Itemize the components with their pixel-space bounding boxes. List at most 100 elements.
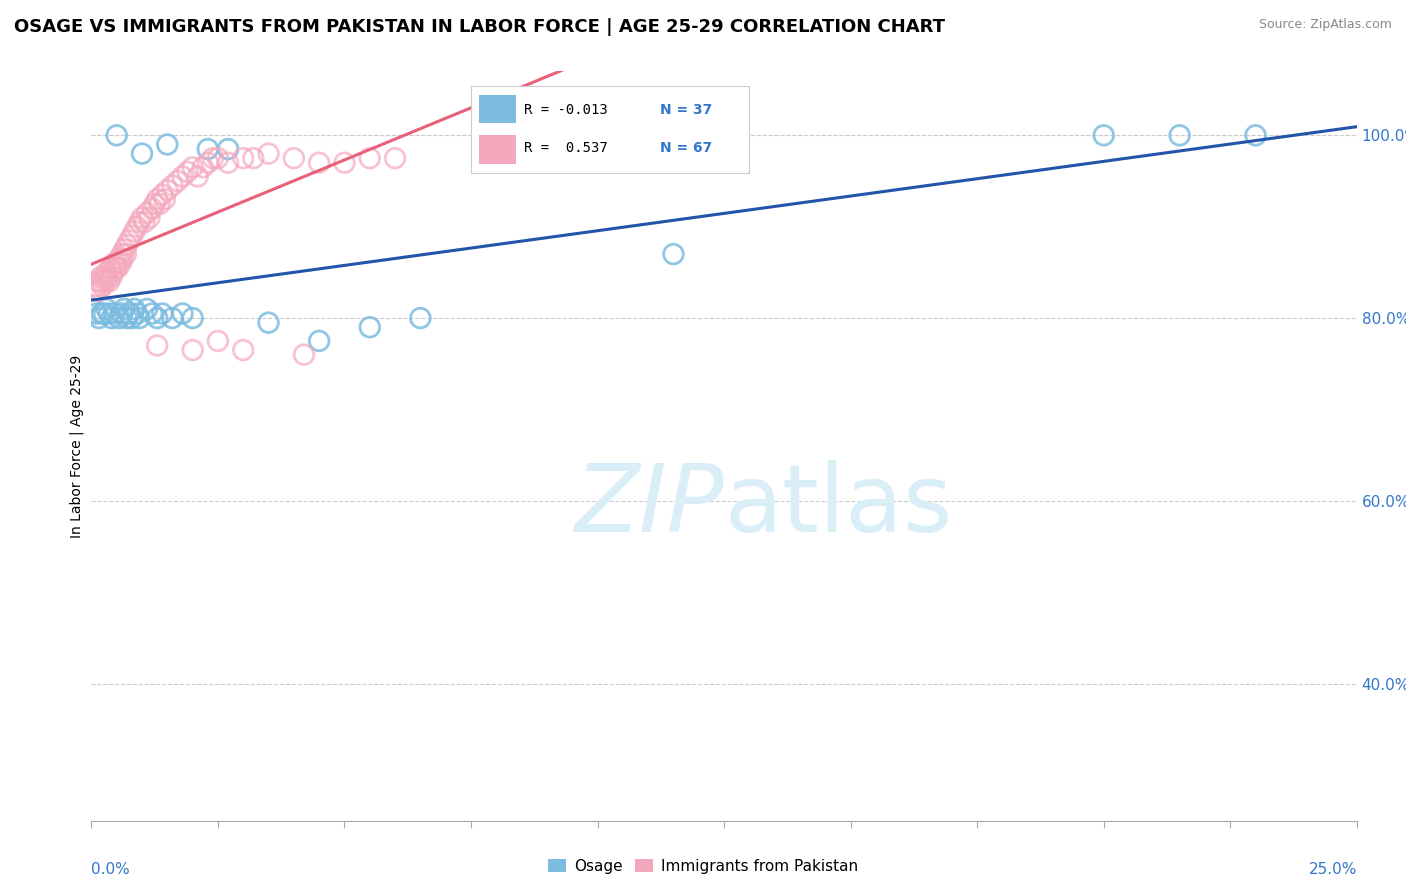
Point (121, 311, 143, 326)
Point (153, 192, 176, 206)
Point (96, 301, 118, 316)
Text: OSAGE VS IMMIGRANTS FROM PAKISTAN IN LABOR FORCE | AGE 25-29 CORRELATION CHART: OSAGE VS IMMIGRANTS FROM PAKISTAN IN LAB… (14, 18, 945, 36)
Point (84, 284, 107, 298)
Point (94, 275, 117, 289)
Point (97, 269, 120, 284)
Point (359, 320, 381, 334)
Point (128, 311, 150, 326)
Legend: Osage, Immigrants from Pakistan: Osage, Immigrants from Pakistan (541, 853, 865, 880)
Point (150, 306, 173, 320)
Text: atlas: atlas (724, 460, 952, 552)
Point (207, 151, 229, 165)
Point (112, 301, 135, 316)
Point (308, 334, 330, 348)
Point (131, 211, 153, 225)
Point (96, 265, 118, 279)
Point (146, 192, 169, 206)
Point (111, 252, 134, 266)
Point (103, 256, 125, 270)
Point (156, 183, 179, 197)
Point (115, 311, 138, 326)
Point (217, 142, 239, 156)
Point (86, 275, 108, 289)
Point (100, 311, 122, 326)
Point (141, 202, 163, 216)
Point (146, 338, 169, 352)
Point (87, 284, 110, 298)
Point (201, 151, 224, 165)
Point (359, 151, 381, 165)
Point (100, 269, 122, 284)
Point (150, 187, 173, 202)
Point (1168, 128, 1191, 143)
Point (232, 343, 254, 357)
Point (141, 306, 163, 320)
Point (136, 206, 159, 220)
Point (100, 260, 122, 275)
Point (1244, 128, 1267, 143)
Y-axis label: In Labor Force | Age 25-29: In Labor Force | Age 25-29 (70, 354, 84, 538)
Point (257, 316, 280, 330)
Point (662, 247, 685, 261)
Point (108, 252, 131, 266)
Point (108, 311, 131, 326)
Point (89, 269, 111, 284)
Point (333, 155, 356, 169)
Point (162, 311, 184, 326)
Point (111, 306, 134, 320)
Point (98, 306, 121, 320)
Point (87, 311, 110, 326)
Point (125, 219, 148, 234)
Point (172, 169, 194, 184)
Point (98, 275, 121, 289)
Point (181, 311, 204, 326)
Point (114, 247, 136, 261)
Point (91, 279, 114, 293)
Point (111, 247, 134, 261)
Point (292, 348, 315, 362)
Point (112, 243, 135, 257)
Point (156, 137, 179, 152)
Point (242, 151, 264, 165)
Point (191, 161, 214, 175)
Point (118, 234, 141, 248)
Point (90, 306, 112, 320)
Point (118, 306, 141, 320)
Point (409, 311, 432, 326)
Point (90, 275, 112, 289)
Point (138, 211, 160, 225)
Point (83, 279, 105, 293)
Point (124, 224, 146, 238)
Point (101, 265, 124, 279)
Point (207, 334, 229, 348)
Text: 25.0%: 25.0% (1309, 863, 1357, 877)
Point (125, 306, 148, 320)
Point (110, 256, 132, 270)
Point (172, 306, 194, 320)
Text: 0.0%: 0.0% (91, 863, 131, 877)
Point (308, 155, 330, 169)
Point (283, 151, 305, 165)
Point (93, 306, 115, 320)
Point (136, 301, 159, 316)
Point (115, 238, 138, 252)
Point (166, 174, 188, 188)
Point (162, 178, 184, 193)
Point (107, 260, 129, 275)
Text: ZIP: ZIP (575, 460, 724, 551)
Point (181, 161, 204, 175)
Point (86, 279, 108, 293)
Point (105, 256, 128, 270)
Point (134, 215, 156, 229)
Point (257, 146, 280, 161)
Point (104, 260, 127, 275)
Point (143, 197, 166, 211)
Point (217, 155, 239, 169)
Point (105, 128, 128, 143)
Point (86, 306, 108, 320)
Point (124, 301, 146, 316)
Text: Source: ZipAtlas.com: Source: ZipAtlas.com (1258, 18, 1392, 31)
Point (146, 311, 169, 326)
Point (1092, 128, 1115, 143)
Point (176, 165, 198, 179)
